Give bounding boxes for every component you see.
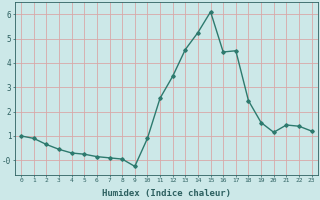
X-axis label: Humidex (Indice chaleur): Humidex (Indice chaleur) bbox=[102, 189, 231, 198]
